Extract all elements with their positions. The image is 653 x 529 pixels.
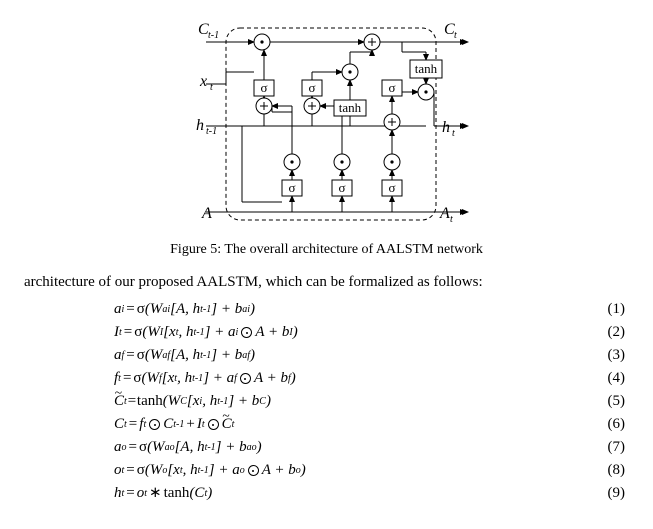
svg-text:A: A bbox=[201, 205, 212, 222]
equation-number: (4) bbox=[608, 368, 626, 389]
figure-caption: Figure 5: The overall architecture of AA… bbox=[24, 242, 629, 258]
equation-row: ~Ct = tanh(WC [xi, ht-1] + bC)(5) bbox=[114, 391, 625, 412]
equation-row: ai = σ(Wai [A, ht-1] + bai)(1) bbox=[114, 299, 625, 320]
svg-text:h: h bbox=[196, 117, 204, 134]
svg-text:tanh: tanh bbox=[338, 100, 361, 115]
equation-row: ht = ot ∗ tanh(Ct)(9) bbox=[114, 483, 625, 504]
svg-text:σ: σ bbox=[338, 180, 345, 195]
svg-text:σ: σ bbox=[388, 180, 395, 195]
svg-text:A: A bbox=[439, 205, 450, 222]
svg-text:t-1: t-1 bbox=[206, 126, 217, 137]
equation-number: (7) bbox=[608, 437, 626, 458]
equation-number: (1) bbox=[608, 299, 626, 320]
svg-text:σ: σ bbox=[388, 80, 395, 95]
equation-row: ao = σ(Wao [A, ht-1] + bao)(7) bbox=[114, 437, 625, 458]
equation-row: It = σ(WI [xt, ht-1] + ai A + bI)(2) bbox=[114, 322, 625, 343]
equation-number: (8) bbox=[608, 460, 626, 481]
svg-text:t-1: t-1 bbox=[208, 30, 219, 41]
equation-number: (9) bbox=[608, 483, 626, 504]
equation-row: Ct = ft Ct-1 + It ~Ct(6) bbox=[114, 414, 625, 435]
equation-block: ai = σ(Wai [A, ht-1] + bai)(1)It = σ(WI … bbox=[114, 299, 625, 504]
equation-number: (5) bbox=[608, 391, 626, 412]
svg-text:t: t bbox=[454, 30, 457, 41]
svg-text:x: x bbox=[199, 73, 207, 90]
equation-number: (3) bbox=[608, 345, 626, 366]
svg-text:tanh: tanh bbox=[414, 61, 437, 76]
svg-text:t: t bbox=[452, 128, 455, 139]
svg-text:t: t bbox=[450, 214, 453, 225]
equation-row: ot = σ(Wo [xt, ht-1] + ao A + bo)(8) bbox=[114, 460, 625, 481]
svg-text:σ: σ bbox=[260, 80, 267, 95]
figure-diagram: Ct-1xtht-1ACthtAttanhσσtanhσσσσ bbox=[24, 12, 629, 232]
equation-row: ft = σ(Wf [xt, ht-1] + af A + bf)(4) bbox=[114, 368, 625, 389]
svg-text:σ: σ bbox=[308, 80, 315, 95]
aalstm-architecture-svg: Ct-1xtht-1ACthtAttanhσσtanhσσσσ bbox=[182, 12, 472, 227]
intro-text: architecture of our proposed AALSTM, whi… bbox=[24, 274, 629, 291]
equation-number: (2) bbox=[608, 322, 626, 343]
equation-row: af = σ(Waf [A, ht-1] + baf)(3) bbox=[114, 345, 625, 366]
equation-number: (6) bbox=[608, 414, 626, 435]
svg-text:h: h bbox=[442, 119, 450, 136]
svg-text:σ: σ bbox=[288, 180, 295, 195]
